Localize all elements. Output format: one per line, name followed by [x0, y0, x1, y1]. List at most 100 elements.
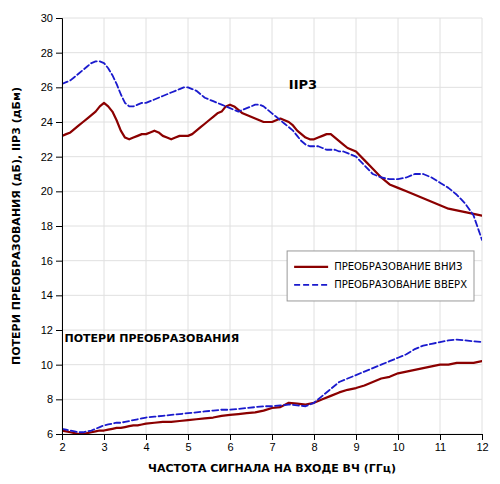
tick-mark: [56, 18, 62, 19]
grid-line-y: [62, 156, 482, 157]
tick-label: 30: [41, 12, 53, 24]
tick: 3: [101, 434, 107, 453]
tick-mark: [272, 434, 273, 440]
grid-line-y: [62, 191, 482, 192]
series-line: [62, 340, 482, 433]
tick: 28: [41, 47, 62, 59]
tick-label: 10: [41, 359, 53, 371]
tick-label: 11: [435, 441, 446, 453]
legend-box: [287, 251, 474, 301]
tick-mark: [146, 434, 147, 440]
tick: 30: [41, 12, 62, 24]
tick-mark: [56, 399, 62, 400]
chart: 2 3 4 5 6 7 8 9 10 11 12 6 8 10 12 14 16 18 20 22 24 26 28 30 ЧА…: [0, 0, 500, 484]
legend-swatch: [294, 266, 328, 268]
y-axis: 6 8 10 12 14 16 18 20 22 24 26 28 30: [41, 12, 63, 440]
tick: 2: [59, 434, 65, 453]
series-group: [62, 61, 482, 434]
tick-label: 12: [476, 441, 488, 453]
grid-line-y: [62, 330, 482, 331]
tick-mark: [356, 434, 357, 440]
tick-label: 18: [41, 220, 53, 232]
tick: 22: [41, 151, 62, 163]
tick-label: 6: [227, 441, 233, 453]
plot: 2 3 4 5 6 7 8 9 10 11 12 6 8 10 12 14 16 18 20 22 24 26 28 30 ЧА…: [10, 12, 489, 475]
tick: 6: [47, 428, 62, 440]
tick-label: 7: [269, 441, 275, 453]
tick-mark: [56, 295, 62, 296]
grid-line-y: [62, 364, 482, 365]
tick-label: 10: [392, 441, 404, 453]
tick: 5: [185, 434, 191, 453]
tick: 20: [41, 185, 62, 197]
legend-label: ПРЕОБРАЗОВАНИЕ ВВЕРХ: [334, 279, 467, 290]
tick-label: 20: [41, 185, 53, 197]
tick-mark: [398, 434, 399, 440]
tick-label: 16: [41, 255, 53, 267]
tick-label: 12: [41, 324, 53, 336]
tick: 16: [41, 255, 62, 267]
tick-mark: [56, 226, 62, 227]
tick-mark: [56, 434, 62, 435]
legend: ПРЕОБРАЗОВАНИЕ ВНИЗ ПРЕОБРАЗОВАНИЕ ВВЕРХ: [287, 251, 474, 301]
tick-label: 22: [41, 151, 53, 163]
series-line: [62, 103, 482, 216]
axis-line: [56, 19, 63, 435]
x-axis-title: ЧАСТОТА СИГНАЛА НА ВХОДЕ ВЧ (ГГц): [148, 462, 396, 475]
tick: 10: [392, 434, 404, 453]
axis-line: [63, 435, 483, 441]
y-axis-title: ПОТЕРИ ПРЕОБРАЗОВАНИЯ (дБ), IIP3 (дБм): [10, 87, 23, 365]
x-axis: 2 3 4 5 6 7 8 9 10 11 12: [59, 434, 488, 453]
legend-swatch: [294, 284, 328, 286]
tick-mark: [104, 434, 105, 440]
tick-label: 5: [185, 441, 191, 453]
tick-label: 26: [41, 81, 53, 93]
grid-line-y: [62, 18, 482, 19]
tick-mark: [56, 261, 62, 262]
tick: 9: [353, 434, 359, 453]
annotation: IIP3: [289, 77, 317, 92]
legend-item: ПРЕОБРАЗОВАНИЕ ВВЕРХ: [294, 279, 467, 290]
tick-label: 28: [41, 47, 53, 59]
tick-label: 3: [101, 441, 107, 453]
legend-item: ПРЕОБРАЗОВАНИЕ ВНИЗ: [294, 261, 462, 272]
grid-line-y: [62, 87, 482, 88]
tick-label: 8: [311, 441, 317, 453]
tick: 18: [41, 220, 62, 232]
tick-mark: [56, 157, 62, 158]
tick-mark: [56, 87, 62, 88]
tick-label: 2: [59, 441, 65, 453]
annotation: ПОТЕРИ ПРЕОБРАЗОВАНИЯ: [65, 332, 240, 345]
tick-label: 9: [353, 441, 359, 453]
tick-label: 8: [47, 393, 53, 405]
tick: 10: [41, 359, 62, 371]
grid-line-y: [62, 52, 482, 53]
tick-label: 24: [41, 116, 53, 128]
grid-line-y: [62, 399, 482, 400]
tick: 26: [41, 81, 62, 93]
tick-label: 14: [41, 289, 53, 301]
tick-mark: [56, 53, 62, 54]
tick-mark: [482, 434, 483, 440]
tick-mark: [188, 434, 189, 440]
tick-mark: [314, 434, 315, 440]
tick-mark: [56, 122, 62, 123]
tick: 14: [41, 289, 62, 301]
legend-label: ПРЕОБРАЗОВАНИЕ ВНИЗ: [334, 261, 462, 272]
tick: 8: [47, 393, 62, 405]
tick: 24: [41, 116, 62, 128]
tick-label: 4: [143, 441, 149, 453]
tick-mark: [56, 330, 62, 331]
tick: 12: [41, 324, 62, 336]
tick: 6: [227, 434, 233, 453]
tick: 7: [269, 434, 275, 453]
tick: 12: [476, 434, 488, 453]
tick: 11: [435, 434, 446, 453]
tick-mark: [440, 434, 441, 440]
tick: 4: [143, 434, 149, 453]
grid: [62, 18, 482, 434]
series-line: [62, 61, 482, 240]
tick-mark: [56, 365, 62, 366]
tick-mark: [56, 191, 62, 192]
series-line: [62, 361, 482, 434]
